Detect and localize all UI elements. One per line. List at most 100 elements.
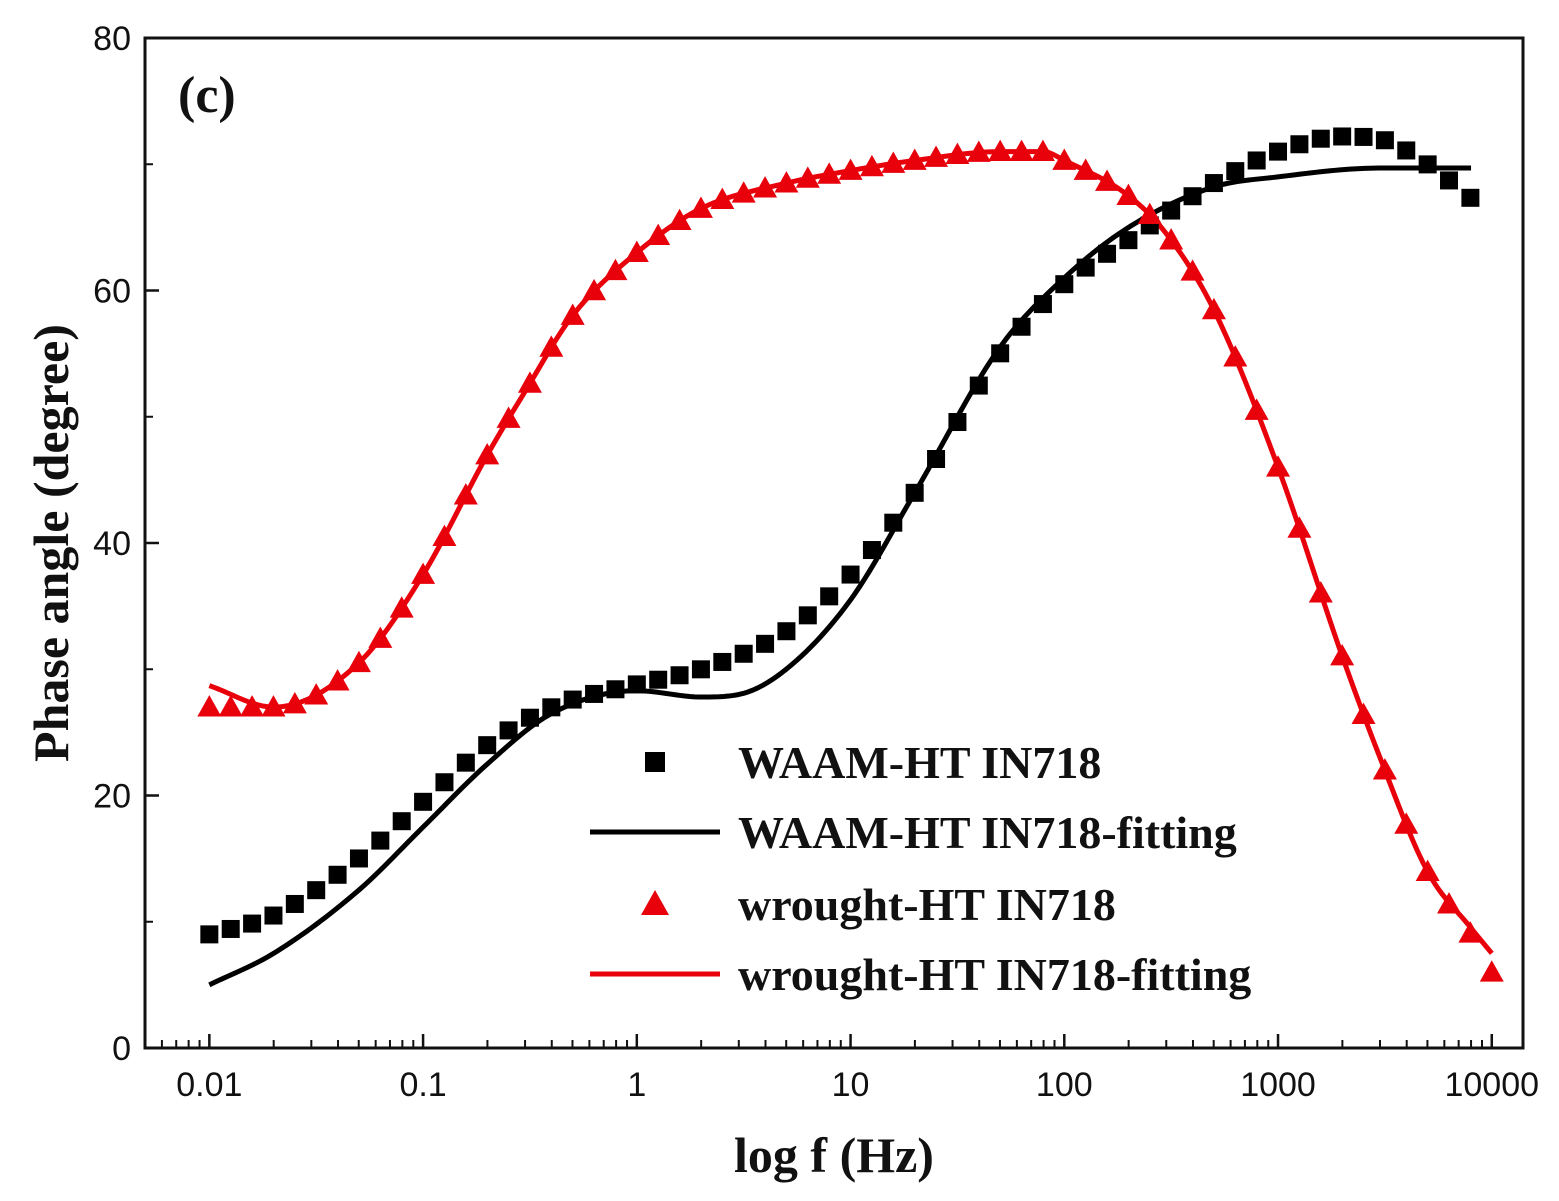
y-tick-label: 80: [93, 20, 131, 58]
wrought-data-point: [667, 208, 692, 231]
waam-data-point: [1375, 131, 1394, 150]
x-tick-label: 10000: [1444, 1066, 1539, 1104]
wrought-data-point: [1137, 202, 1162, 224]
wrought-data-point: [496, 406, 521, 428]
waam-data-point: [585, 684, 604, 703]
waam-data-point: [798, 606, 817, 625]
waam-data-point: [969, 376, 988, 395]
waam-data-point: [200, 925, 219, 944]
wrought-data-point: [731, 181, 756, 203]
waam-data-point: [1204, 174, 1223, 193]
wrought-data-point: [1223, 345, 1248, 367]
wrought-data-point: [1372, 758, 1397, 780]
wrought-data-point: [1287, 516, 1312, 538]
wrought-data-point: [389, 596, 414, 618]
waam-data-point: [520, 708, 539, 727]
wrought-data-point: [304, 683, 329, 705]
y-tick-label: 40: [93, 525, 131, 563]
wrought-data-point: [817, 162, 842, 184]
wrought-data-point: [1201, 297, 1226, 320]
y-tick-label: 0: [112, 1030, 131, 1068]
wrought-data-point: [688, 196, 713, 218]
wrought-data-point: [1458, 921, 1483, 943]
waam-data-point: [1290, 135, 1309, 154]
wrought-data-point: [1308, 581, 1333, 603]
wrought-data-point: [517, 371, 542, 393]
waam-data-point: [1012, 317, 1031, 336]
wrought-data-point: [240, 695, 265, 717]
wrought-data-point: [261, 695, 286, 717]
wrought-data-point: [197, 695, 222, 717]
x-tick-label: 10: [832, 1066, 870, 1104]
waam-data-point: [1076, 258, 1095, 277]
wrought-data-point: [1052, 148, 1077, 170]
waam-data-point: [841, 565, 860, 584]
waam-data-point: [221, 919, 240, 938]
wrought-data-point: [924, 145, 949, 167]
wrought-data-point: [881, 151, 906, 173]
wrought-data-point: [1330, 644, 1355, 666]
waam-data-point: [1397, 141, 1416, 160]
wrought-data-point: [1073, 158, 1098, 180]
wrought-data-point: [1394, 812, 1419, 834]
wrought-data-point: [539, 335, 564, 357]
wrought-data-point: [795, 166, 820, 188]
wrought-data-point: [624, 240, 649, 262]
legend-item-waam: WAAM-HT IN718: [645, 737, 1101, 788]
waam-data-point: [627, 675, 646, 694]
waam-data-point: [756, 634, 775, 653]
waam-data-point: [414, 792, 433, 811]
wrought-data-point: [1437, 892, 1462, 914]
x-tick-labels: 0.01 0.1 1 10 100 1000 10000: [176, 1066, 1539, 1104]
wrought-data-point: [368, 626, 393, 648]
legend-label-waam-fitting: WAAM-HT IN718-fitting: [738, 807, 1237, 858]
legend: WAAM-HT IN718 WAAM-HT IN718-fitting wrou…: [590, 737, 1251, 1000]
x-axis-title: log f (Hz): [734, 1127, 934, 1183]
waam-data-point: [691, 660, 710, 679]
waam-data-point: [1418, 155, 1437, 174]
wrought-data-point: [475, 443, 500, 465]
waam-data-point: [905, 483, 924, 502]
wrought-data-point: [859, 154, 884, 177]
waam-data-point: [1247, 151, 1266, 170]
waam-data-point: [713, 652, 732, 671]
legend-item-wrought: wrought-HT IN718: [641, 879, 1116, 930]
waam-data-point: [734, 644, 753, 663]
waam-data-point: [884, 513, 903, 532]
panel-label: (c): [178, 67, 236, 124]
waam-data-point: [328, 865, 347, 884]
waam-data-point: [307, 881, 326, 900]
waam-data-point: [392, 812, 411, 831]
waam-data-point: [927, 450, 946, 469]
waam-data-point: [435, 773, 454, 792]
plot-frame: [143, 36, 1525, 1050]
wrought-data-point: [1180, 259, 1205, 281]
legend-label-waam: WAAM-HT IN718: [738, 737, 1101, 788]
x-tick-label: 100: [1036, 1066, 1093, 1104]
wrought-data-point: [988, 139, 1013, 161]
wrought-data-point: [710, 187, 735, 209]
waam-data-point: [1055, 275, 1074, 294]
waam-data-point: [478, 736, 497, 755]
waam-data-point: [1183, 187, 1202, 206]
x-tick-label: 1: [627, 1066, 646, 1104]
waam-data-point: [563, 690, 582, 709]
waam-data-point: [820, 587, 839, 606]
wrought-data-point: [1095, 169, 1120, 191]
y-tick-labels: 0 20 40 60 80: [93, 20, 131, 1068]
waam-data-point: [862, 541, 881, 560]
waam-data-point: [1033, 295, 1052, 314]
legend-marker-square: [645, 752, 665, 772]
wrought-data-point: [1266, 455, 1291, 477]
waam-data-point: [542, 698, 561, 717]
waam-data-point: [1333, 127, 1352, 146]
waam-data-point: [1098, 244, 1117, 263]
legend-item-waam-fitting: WAAM-HT IN718-fitting: [590, 807, 1237, 858]
waam-data-point: [349, 849, 368, 868]
wrought-data-point: [1415, 859, 1440, 882]
wrought-data-point: [346, 650, 371, 673]
wrought-data-point: [603, 258, 628, 281]
waam-data-point: [264, 906, 283, 925]
